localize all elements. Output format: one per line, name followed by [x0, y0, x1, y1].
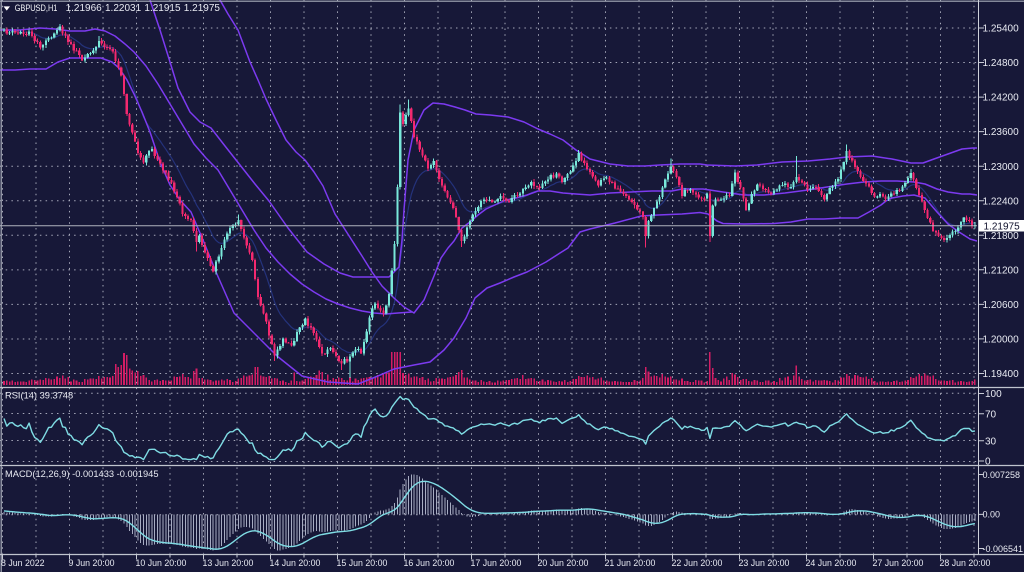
svg-text:22 Jun 20:00: 22 Jun 20:00	[672, 558, 723, 568]
svg-text:GBPUSD,H1: GBPUSD,H1	[15, 3, 58, 14]
svg-text:1.22031: 1.22031	[105, 3, 142, 14]
svg-text:0: 0	[985, 457, 991, 468]
svg-text:17 Jun 20:00: 17 Jun 20:00	[471, 558, 522, 568]
svg-text:1.20600: 1.20600	[983, 300, 1020, 311]
svg-text:1.21975: 1.21975	[184, 3, 221, 14]
svg-text:16 Jun 20:00: 16 Jun 20:00	[404, 558, 455, 568]
svg-text:MACD(12,26,9) -0.001433 -0.001: MACD(12,26,9) -0.001433 -0.001945	[5, 469, 159, 479]
svg-text:1.21200: 1.21200	[983, 265, 1020, 276]
svg-text:13 Jun 20:00: 13 Jun 20:00	[203, 558, 254, 568]
svg-text:9 Jun 20:00: 9 Jun 20:00	[69, 558, 115, 568]
svg-text:1.25400: 1.25400	[983, 24, 1020, 35]
svg-text:-0.006541: -0.006541	[983, 544, 1024, 554]
svg-text:1.21800: 1.21800	[983, 231, 1020, 242]
svg-text:20 Jun 20:00: 20 Jun 20:00	[538, 558, 589, 568]
svg-text:1.19400: 1.19400	[983, 369, 1020, 380]
svg-text:27 Jun 20:00: 27 Jun 20:00	[873, 558, 924, 568]
svg-text:0.00: 0.00	[983, 510, 1001, 520]
svg-text:30: 30	[985, 436, 997, 447]
svg-text:23 Jun 20:00: 23 Jun 20:00	[739, 558, 790, 568]
svg-text:14 Jun 20:00: 14 Jun 20:00	[270, 558, 321, 568]
svg-text:0.007258: 0.007258	[983, 470, 1021, 480]
svg-text:RSI(14) 39.3748: RSI(14) 39.3748	[5, 391, 73, 401]
svg-text:70: 70	[985, 409, 997, 420]
svg-text:1.22400: 1.22400	[983, 196, 1020, 207]
svg-text:21 Jun 20:00: 21 Jun 20:00	[605, 558, 656, 568]
svg-text:8 Jun 2022: 8 Jun 2022	[1, 558, 45, 568]
svg-text:1.20000: 1.20000	[983, 335, 1020, 346]
svg-text:1.21975: 1.21975	[984, 221, 1021, 232]
svg-text:1.21966: 1.21966	[66, 3, 103, 14]
svg-text:1.23600: 1.23600	[983, 127, 1020, 138]
svg-text:1.24200: 1.24200	[983, 93, 1020, 104]
svg-text:1.23000: 1.23000	[983, 162, 1020, 173]
svg-text:100: 100	[985, 389, 1002, 400]
svg-text:10 Jun 20:00: 10 Jun 20:00	[136, 558, 187, 568]
svg-text:1.21915: 1.21915	[144, 3, 181, 14]
svg-text:1.24800: 1.24800	[983, 58, 1020, 69]
svg-text:15 Jun 20:00: 15 Jun 20:00	[337, 558, 388, 568]
svg-text:24 Jun 20:00: 24 Jun 20:00	[806, 558, 857, 568]
svg-text:28 Jun 20:00: 28 Jun 20:00	[940, 558, 991, 568]
